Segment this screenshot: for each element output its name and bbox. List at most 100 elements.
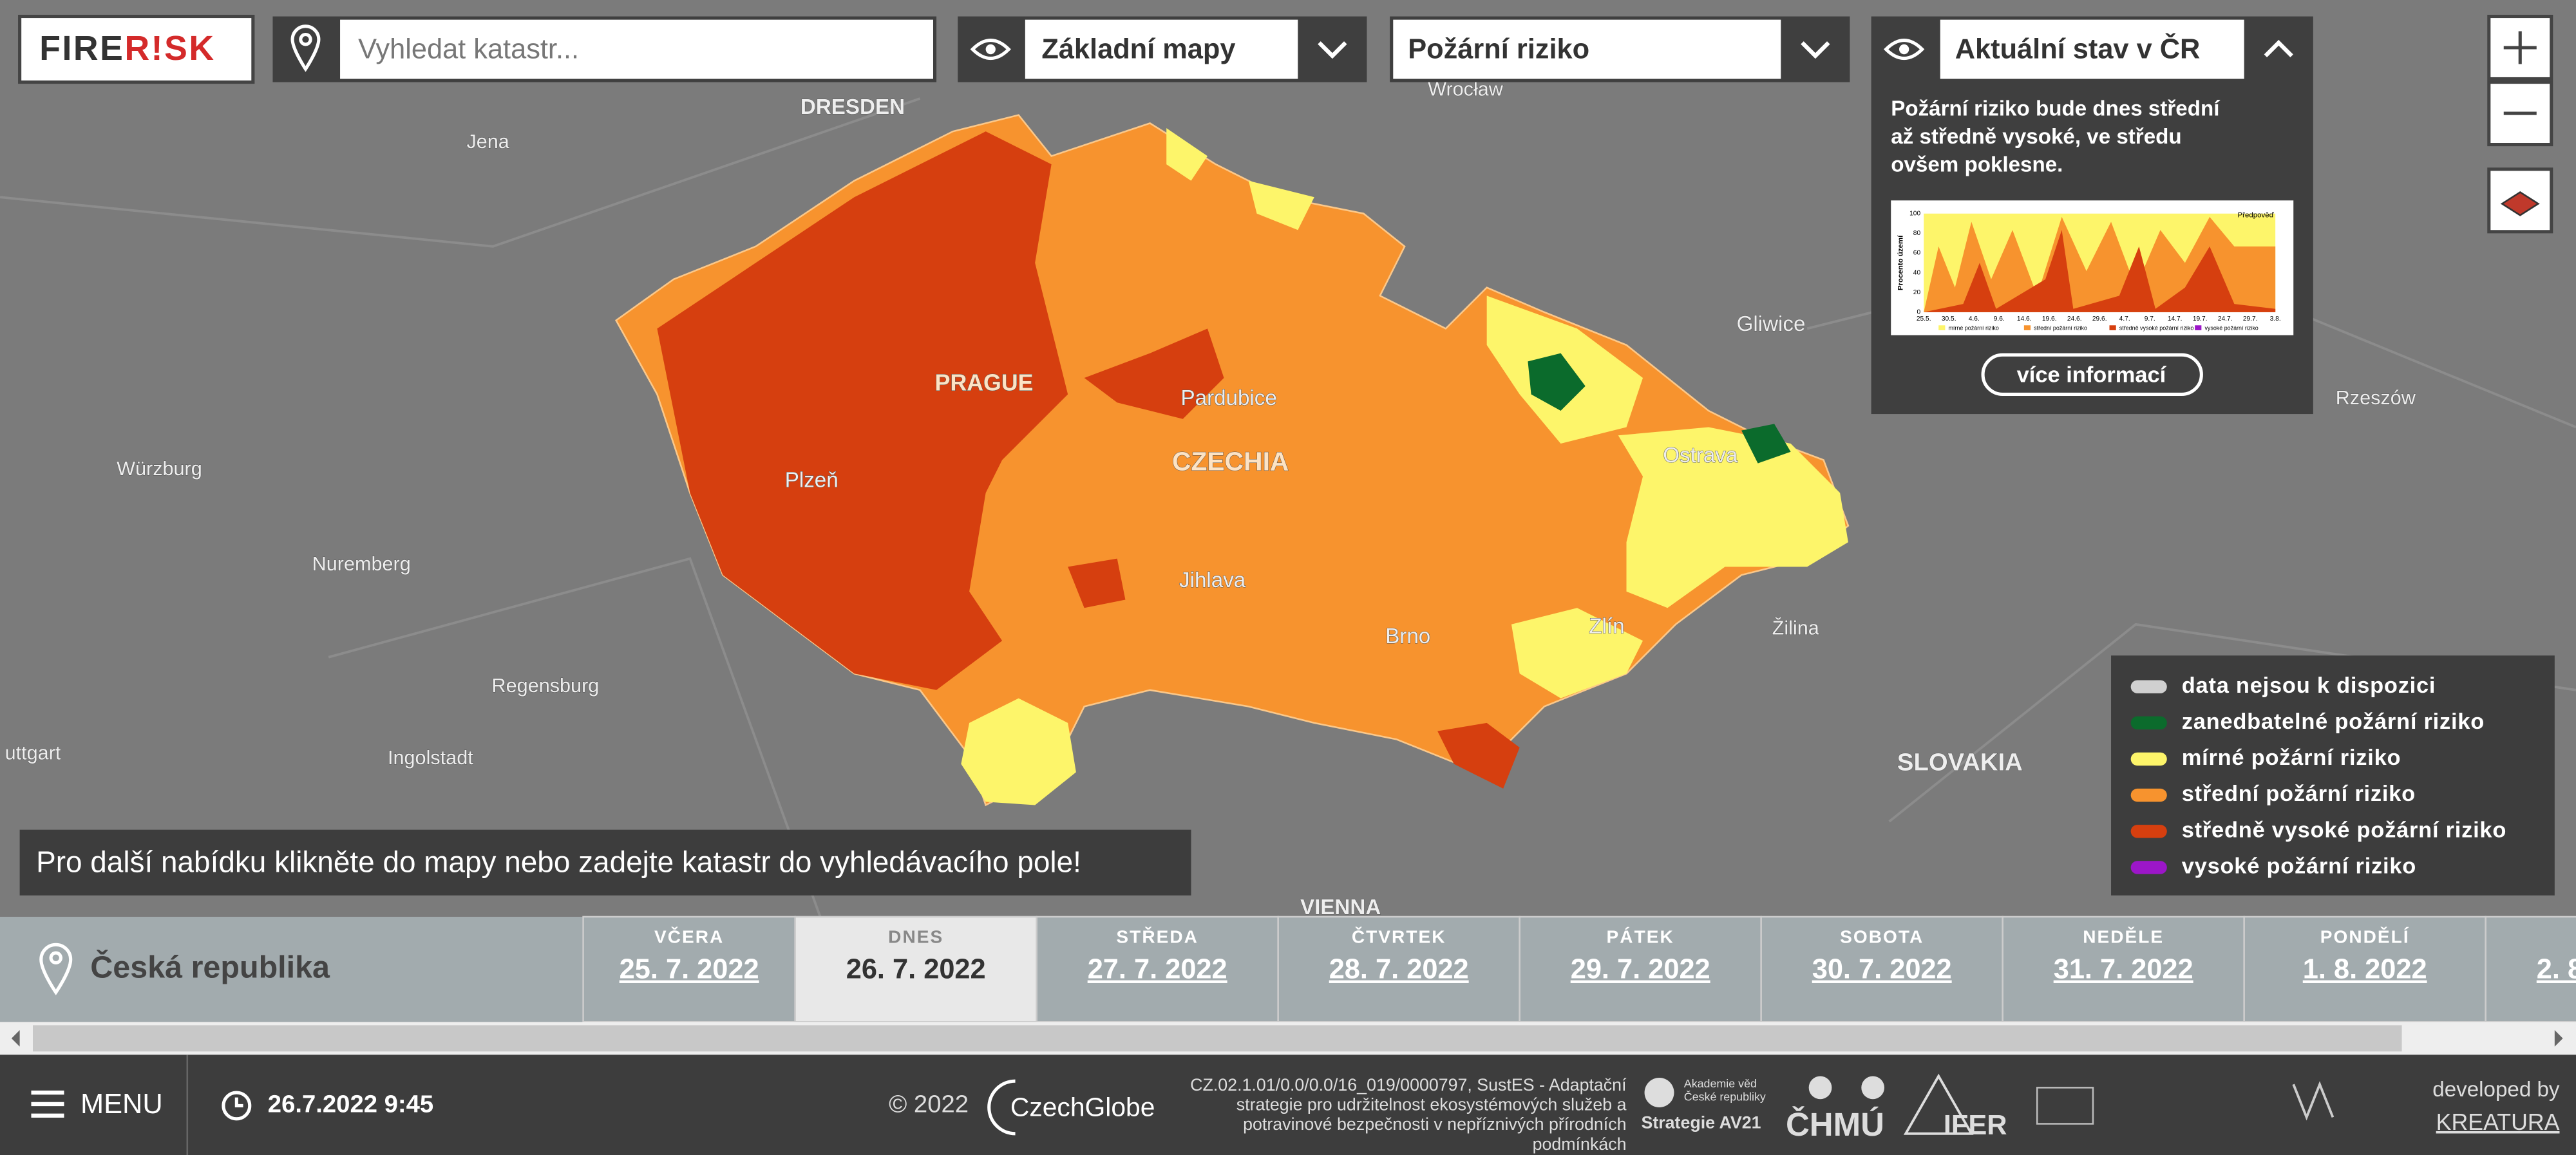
mini-chart-xtick: 4.7. [2119, 315, 2130, 323]
day-date[interactable]: 2. 8. [2537, 954, 2576, 985]
chmu-logo[interactable]: ČHMÚ [1786, 1105, 1884, 1143]
mini-chart-xtick: 3.8. [2270, 315, 2281, 323]
location: Česká republika [90, 949, 330, 984]
eye-pupil [1899, 44, 1909, 55]
map-label[interactable]: Plzeň [784, 468, 838, 493]
day-date[interactable]: 25. 7. 2022 [620, 954, 759, 985]
hint-text: Pro další nabídku klikněte do mapy nebo … [36, 845, 1081, 878]
map-label[interactable]: uttgart [5, 742, 61, 764]
chevron[interactable] [1801, 41, 1830, 59]
project-text: potravinové bezpečnosti v nepříznivých p… [1243, 1114, 1626, 1134]
menu-label[interactable]: MENU [80, 1089, 163, 1120]
ifer-logo[interactable]: IFER [1944, 1110, 2007, 1141]
mini-legend-label: vysoké požární riziko [2204, 325, 2258, 332]
day-cell[interactable] [2002, 916, 2245, 1023]
map-label[interactable]: SLOVAKIA [1897, 748, 2023, 776]
day-cell[interactable] [1277, 916, 1520, 1023]
project-text: podmínkách [1533, 1134, 1627, 1154]
day-cell[interactable] [2243, 916, 2486, 1023]
day-date[interactable]: 30. 7. 2022 [1812, 954, 1952, 985]
chevron[interactable] [1318, 41, 1347, 59]
map-label[interactable]: PRAGUE [934, 370, 1034, 396]
legend-swatch [2130, 825, 2167, 838]
region-high [657, 131, 1068, 690]
day-cell[interactable] [582, 916, 796, 1023]
map-label[interactable]: Pardubice [1180, 386, 1277, 410]
mini-chart-xtick: 25.5. [1917, 315, 1931, 323]
eye-icon[interactable] [1883, 39, 1925, 60]
map-label[interactable]: Brno [1385, 624, 1431, 648]
map-label[interactable]: Gliwice [1736, 312, 1806, 337]
more-info-button[interactable] [1981, 353, 2203, 397]
project-text: strategie pro udržitelnost ekosystémovýc… [1236, 1095, 1627, 1114]
day-cell[interactable] [794, 916, 1037, 1023]
legend-label: mírné požární riziko [2182, 746, 2401, 770]
more-info-label: více informací [2017, 362, 2167, 387]
copyright: © 2022 [889, 1091, 969, 1118]
map-label[interactable]: DRESDEN [800, 95, 905, 120]
legend-label: data nejsou k dispozici [2182, 673, 2436, 698]
day-date[interactable]: 1. 8. 2022 [2303, 954, 2427, 985]
day-date[interactable]: 26. 7. 2022 [846, 954, 986, 985]
day-date[interactable]: 28. 7. 2022 [1329, 954, 1469, 985]
hint-box [19, 829, 1191, 896]
search-input[interactable] [340, 19, 933, 79]
legend-label: střední požární riziko [2182, 782, 2416, 806]
chevron-up[interactable] [2264, 39, 2293, 58]
mini-legend-label: střední požární riziko [2034, 325, 2087, 332]
day-name: VČERA [654, 927, 724, 947]
region-low [961, 128, 1848, 805]
zoom-out[interactable] [2487, 80, 2553, 147]
legend-swatch [2130, 716, 2167, 730]
mini-chart-xtick: 30.5. [1942, 315, 1956, 323]
map-label[interactable]: Žilina [1772, 616, 1820, 639]
mini-chart-ytick: 60 [1913, 250, 1921, 257]
map-label[interactable]: Rzeszów [2335, 387, 2416, 409]
day-name: ČTVRTEK [1352, 927, 1446, 947]
day-cell[interactable] [1519, 916, 1762, 1023]
layers-icon [2500, 191, 2540, 216]
map-label[interactable]: Zlín [1589, 614, 1625, 639]
status-text: Požární riziko bude dnes střední [1891, 97, 2221, 121]
logo-box[interactable] [18, 14, 255, 84]
map-label[interactable]: Jena [466, 131, 510, 153]
eu-logo[interactable] [2036, 1087, 2094, 1125]
strategy-logo[interactable]: Strategie AV21 [1641, 1113, 1761, 1132]
legend-label: středně vysoké požární riziko [2182, 818, 2506, 842]
mini-chart-xtick: 29.6. [2092, 315, 2107, 323]
mini-legend-swatch [2195, 325, 2202, 330]
menu-icon[interactable] [31, 1090, 64, 1118]
map-label[interactable]: CZECHIA [1172, 446, 1289, 476]
map-label[interactable]: Ingolstadt [387, 747, 473, 769]
mini-chart-ytick: 40 [1913, 269, 1921, 276]
base-map-select[interactable] [1025, 19, 1298, 79]
map-label[interactable]: Regensburg [491, 674, 600, 697]
chmu-icon [1861, 1076, 1885, 1100]
map-label[interactable]: Würzburg [117, 457, 203, 480]
map-label[interactable]: VIENNA [1300, 895, 1381, 919]
map-label[interactable]: Ostrava [1663, 444, 1739, 468]
status-title: Aktuální stav v ČR [1955, 33, 2201, 65]
czechglobe-logo[interactable]: CzechGlobe [1010, 1092, 1155, 1122]
layer-select[interactable] [1393, 19, 1781, 79]
kreatura-link[interactable]: KREATURA [2436, 1109, 2560, 1135]
map-label[interactable]: Nuremberg [312, 552, 411, 575]
datetime: 26.7.2022 9:45 [268, 1091, 433, 1118]
day-cell[interactable] [1760, 916, 2003, 1023]
eye-icon[interactable] [970, 39, 1011, 60]
clock-icon [222, 1091, 252, 1121]
mini-legend-swatch [2023, 325, 2031, 330]
day-date[interactable]: 31. 7. 2022 [2054, 954, 2193, 985]
legend-swatch [2130, 752, 2167, 766]
region-high [1068, 328, 1520, 789]
mini-chart-xtick: 14.6. [2017, 315, 2032, 323]
day-date[interactable]: 29. 7. 2022 [1571, 954, 1710, 985]
day-date[interactable]: 27. 7. 2022 [1088, 954, 1227, 985]
academy-text: České republiky [1684, 1089, 1766, 1103]
scrollbar-thumb[interactable] [33, 1025, 2402, 1052]
map-label[interactable]: Jihlava [1179, 568, 1247, 593]
msmt-logo[interactable] [2292, 1081, 2334, 1121]
mini-chart-ytick: 20 [1913, 289, 1921, 296]
layer-label: Požární riziko [1408, 34, 1589, 65]
day-cell[interactable] [2485, 916, 2576, 1023]
